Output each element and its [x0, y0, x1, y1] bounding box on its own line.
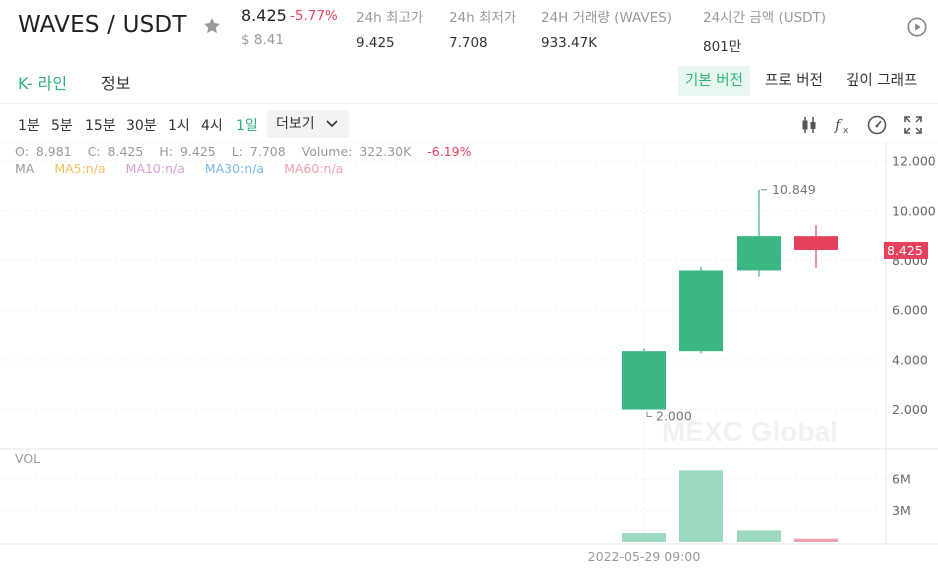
interval-1m[interactable]: 1분: [18, 118, 40, 134]
tab-kline[interactable]: K- 라인: [18, 74, 68, 93]
y-tick-label: 10.000: [892, 203, 936, 218]
min-price-label: 2.000: [656, 409, 692, 424]
y-tick-label: 6.000: [892, 303, 928, 318]
stat-label: 24시간 금액 (USDT): [703, 10, 827, 26]
stat-value: 9.425: [356, 35, 395, 51]
stat-label: 24h 최고가: [356, 10, 424, 26]
chevron-down-icon: [326, 120, 338, 128]
ohlc-open-label: O:: [15, 144, 29, 159]
watermark: MEXC Global: [662, 416, 838, 447]
stat-value: 801만: [703, 39, 742, 55]
pair-title: WAVES / USDT: [18, 12, 187, 38]
volume-layer: [622, 470, 838, 542]
interval-30m[interactable]: 30분: [126, 118, 157, 134]
interval-15m[interactable]: 15분: [85, 118, 116, 134]
ma60-label: MA60:n/a: [284, 161, 343, 176]
ohlc-change: -6.19%: [427, 144, 471, 159]
volume-bar[interactable]: [794, 538, 838, 542]
min-marker-line: [646, 411, 652, 418]
ohlc-high-value: 9.425: [180, 144, 216, 159]
pro-version-button[interactable]: 프로 버전: [765, 73, 823, 89]
ohlc-volume-label: Volume:: [302, 144, 353, 159]
stat-value: 933.47K: [541, 35, 598, 51]
ma-label: MA: [15, 161, 35, 176]
gauge-settings-icon[interactable]: [866, 114, 888, 136]
interval-1d[interactable]: 1일: [236, 118, 258, 134]
ohlc-legend: O: 8.981 C: 8.425 H: 9.425 L: 7.708 Volu…: [15, 144, 472, 159]
volume-bar[interactable]: [737, 530, 781, 542]
interval-4h[interactable]: 4시: [201, 118, 223, 134]
svg-text:f: f: [834, 116, 843, 134]
stat-24h-high: 24h 최고가 9.425: [356, 6, 423, 51]
vol-tick-label: 3M: [892, 503, 911, 518]
stat-label: 24h 최저가: [449, 10, 517, 26]
x-axis-label: 2022-05-29 09:00: [588, 549, 701, 564]
svg-text:x: x: [843, 126, 849, 136]
chart-tabs: K- 라인 정보 기본 버전 프로 버전 깊이 그래프: [0, 58, 938, 104]
stat-24h-volume: 24H 거래량 (WAVES) 933.47K: [541, 6, 672, 51]
y-tick-label: 4.000: [892, 352, 928, 367]
ma30-label: MA30:n/a: [205, 161, 264, 176]
last-price-tag-label: 8.425: [887, 243, 923, 258]
last-price-tag: [884, 241, 928, 259]
candle-body[interactable]: [737, 236, 781, 271]
tab-info[interactable]: 정보: [101, 74, 131, 93]
candles-layer: 10.849 2.000: [622, 182, 838, 424]
candlestick-type-icon[interactable]: [798, 114, 820, 136]
ohlc-low-value: 7.708: [250, 144, 286, 159]
ohlc-high-label: H:: [159, 144, 173, 159]
more-label: 더보기: [276, 116, 315, 132]
y-tick-label: 12.000: [892, 154, 936, 169]
stat-label: 24H 거래량 (WAVES): [541, 10, 673, 26]
volume-axis: 6M 3M: [892, 471, 911, 518]
interval-5m[interactable]: 5분: [51, 118, 73, 134]
candle-body[interactable]: [794, 236, 838, 250]
candle-body[interactable]: [622, 351, 666, 410]
fullscreen-icon[interactable]: [902, 114, 924, 136]
vol-label: VOL: [15, 451, 40, 466]
basic-version-button[interactable]: 기본 버전: [678, 66, 750, 96]
market-header: WAVES / USDT 8.425 -5.77% $ 8.41 24h 최고가…: [0, 0, 938, 58]
more-intervals-dropdown[interactable]: 더보기: [267, 110, 349, 138]
star-icon[interactable]: [202, 16, 222, 36]
y-tick-label: 2.000: [892, 402, 928, 417]
interval-1h[interactable]: 1시: [168, 118, 190, 134]
stat-24h-low: 24h 최저가 7.708: [449, 6, 516, 51]
ma-legend: MA MA5:n/a MA10:n/a MA30:n/a MA60:n/a: [15, 161, 343, 176]
ohlc-close-label: C:: [88, 144, 101, 159]
usd-price: $ 8.41: [241, 32, 284, 48]
stat-24h-amount: 24시간 금액 (USDT) 801만: [703, 6, 826, 55]
interval-selector: 1분 5분 15분 30분 1시 4시 1일 더보기: [0, 104, 938, 142]
ohlc-close-value: 8.425: [108, 144, 144, 159]
stat-value: 7.708: [449, 35, 488, 51]
ma5-label: MA5:n/a: [54, 161, 105, 176]
volume-bar[interactable]: [679, 470, 723, 542]
indicator-fx-icon[interactable]: f x: [832, 114, 854, 136]
ohlc-volume-value: 322.30K: [359, 144, 412, 159]
ohlc-low-label: L:: [232, 144, 243, 159]
max-price-label: 10.849: [772, 182, 816, 197]
depth-chart-button[interactable]: 깊이 그래프: [846, 73, 918, 89]
ohlc-open-value: 8.981: [36, 144, 72, 159]
volume-bar[interactable]: [622, 533, 666, 542]
vol-tick-label: 6M: [892, 471, 911, 486]
chart-grid: [0, 142, 938, 545]
candle-body[interactable]: [679, 270, 723, 352]
price-change: -5.77%: [290, 8, 338, 24]
ma10-label: MA10:n/a: [126, 161, 185, 176]
play-circle-icon[interactable]: [906, 16, 928, 38]
last-price: 8.425: [241, 6, 287, 25]
